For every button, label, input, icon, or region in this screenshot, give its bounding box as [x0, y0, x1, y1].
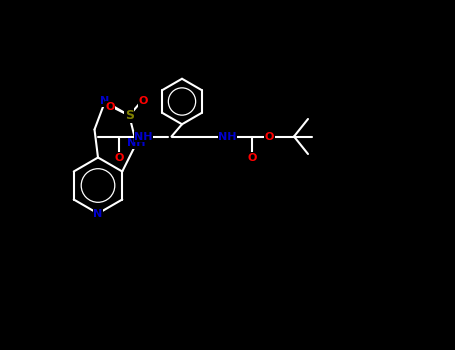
Text: O: O — [114, 153, 124, 162]
Text: O: O — [139, 97, 148, 106]
Text: O: O — [248, 153, 257, 162]
Text: N: N — [93, 209, 103, 218]
Text: NH: NH — [127, 139, 146, 148]
Text: S: S — [125, 109, 134, 122]
Text: NH: NH — [134, 132, 153, 141]
Text: NH: NH — [218, 132, 237, 141]
Text: O: O — [105, 102, 115, 112]
Text: O: O — [265, 132, 274, 141]
Text: N: N — [101, 97, 110, 106]
